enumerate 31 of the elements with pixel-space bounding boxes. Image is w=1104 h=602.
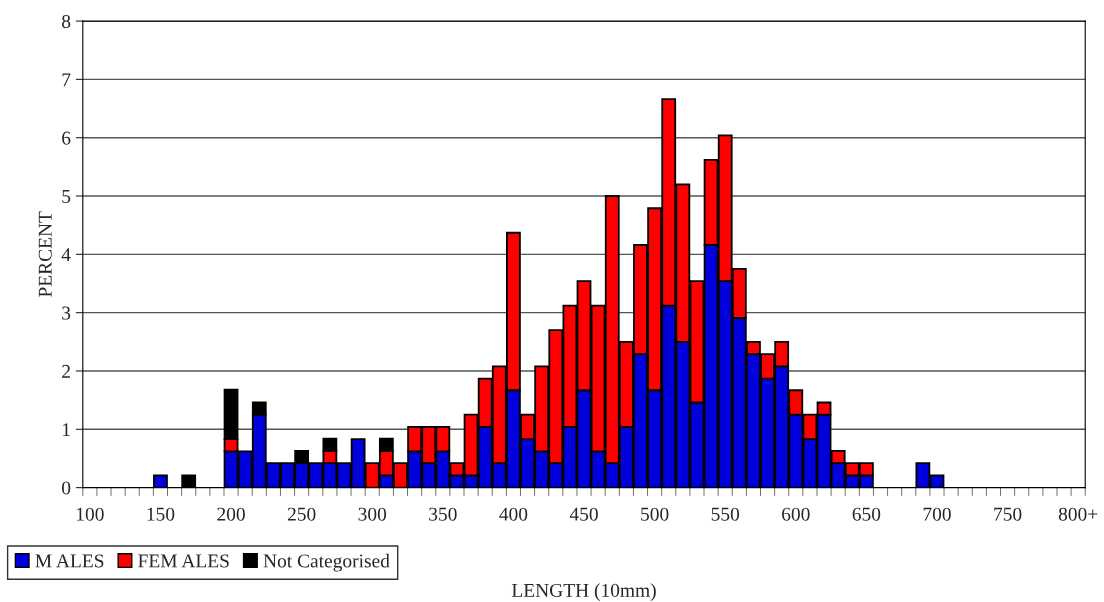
x-tick-label: 650 xyxy=(852,507,881,521)
x-tick-label: 500 xyxy=(641,507,669,521)
x-tick-label: 450 xyxy=(569,507,598,521)
y-tick-label: 8 xyxy=(62,14,71,29)
y-tick-label: 3 xyxy=(62,306,71,320)
y-axis-title: PERCENT xyxy=(38,211,52,297)
legend-label: FEM ALES xyxy=(138,554,229,568)
x-tick-label: 150 xyxy=(147,507,175,521)
x-axis-title: LENGTH (10mm) xyxy=(511,583,656,601)
y-tick-label: 7 xyxy=(62,73,71,87)
x-tick-label: 350 xyxy=(429,507,457,521)
x-tick-label: 800+ xyxy=(1058,507,1098,521)
x-tick-label: 600 xyxy=(782,507,810,521)
x-tick-label: 200 xyxy=(217,507,245,521)
x-tick-label: 400 xyxy=(499,507,528,521)
legend-label: Not Categorised xyxy=(263,553,390,572)
legend-label: M ALES xyxy=(35,554,104,568)
x-tick-label: 300 xyxy=(358,507,387,521)
y-tick-label: 5 xyxy=(62,190,71,203)
x-tick-label: 250 xyxy=(287,507,316,521)
x-tick-label: 700 xyxy=(923,507,951,521)
bar xyxy=(153,474,168,488)
y-tick-label: 6 xyxy=(62,131,71,145)
y-tick-label: 0 xyxy=(62,481,71,495)
x-tick-label: 100 xyxy=(76,507,104,521)
y-tick-label: 4 xyxy=(61,248,71,262)
x-tick-label: 750 xyxy=(994,507,1022,521)
x-tick-label: 550 xyxy=(711,507,740,521)
bar xyxy=(181,474,197,488)
y-tick-label: 2 xyxy=(62,364,70,378)
y-tick-label: 1 xyxy=(62,423,70,437)
